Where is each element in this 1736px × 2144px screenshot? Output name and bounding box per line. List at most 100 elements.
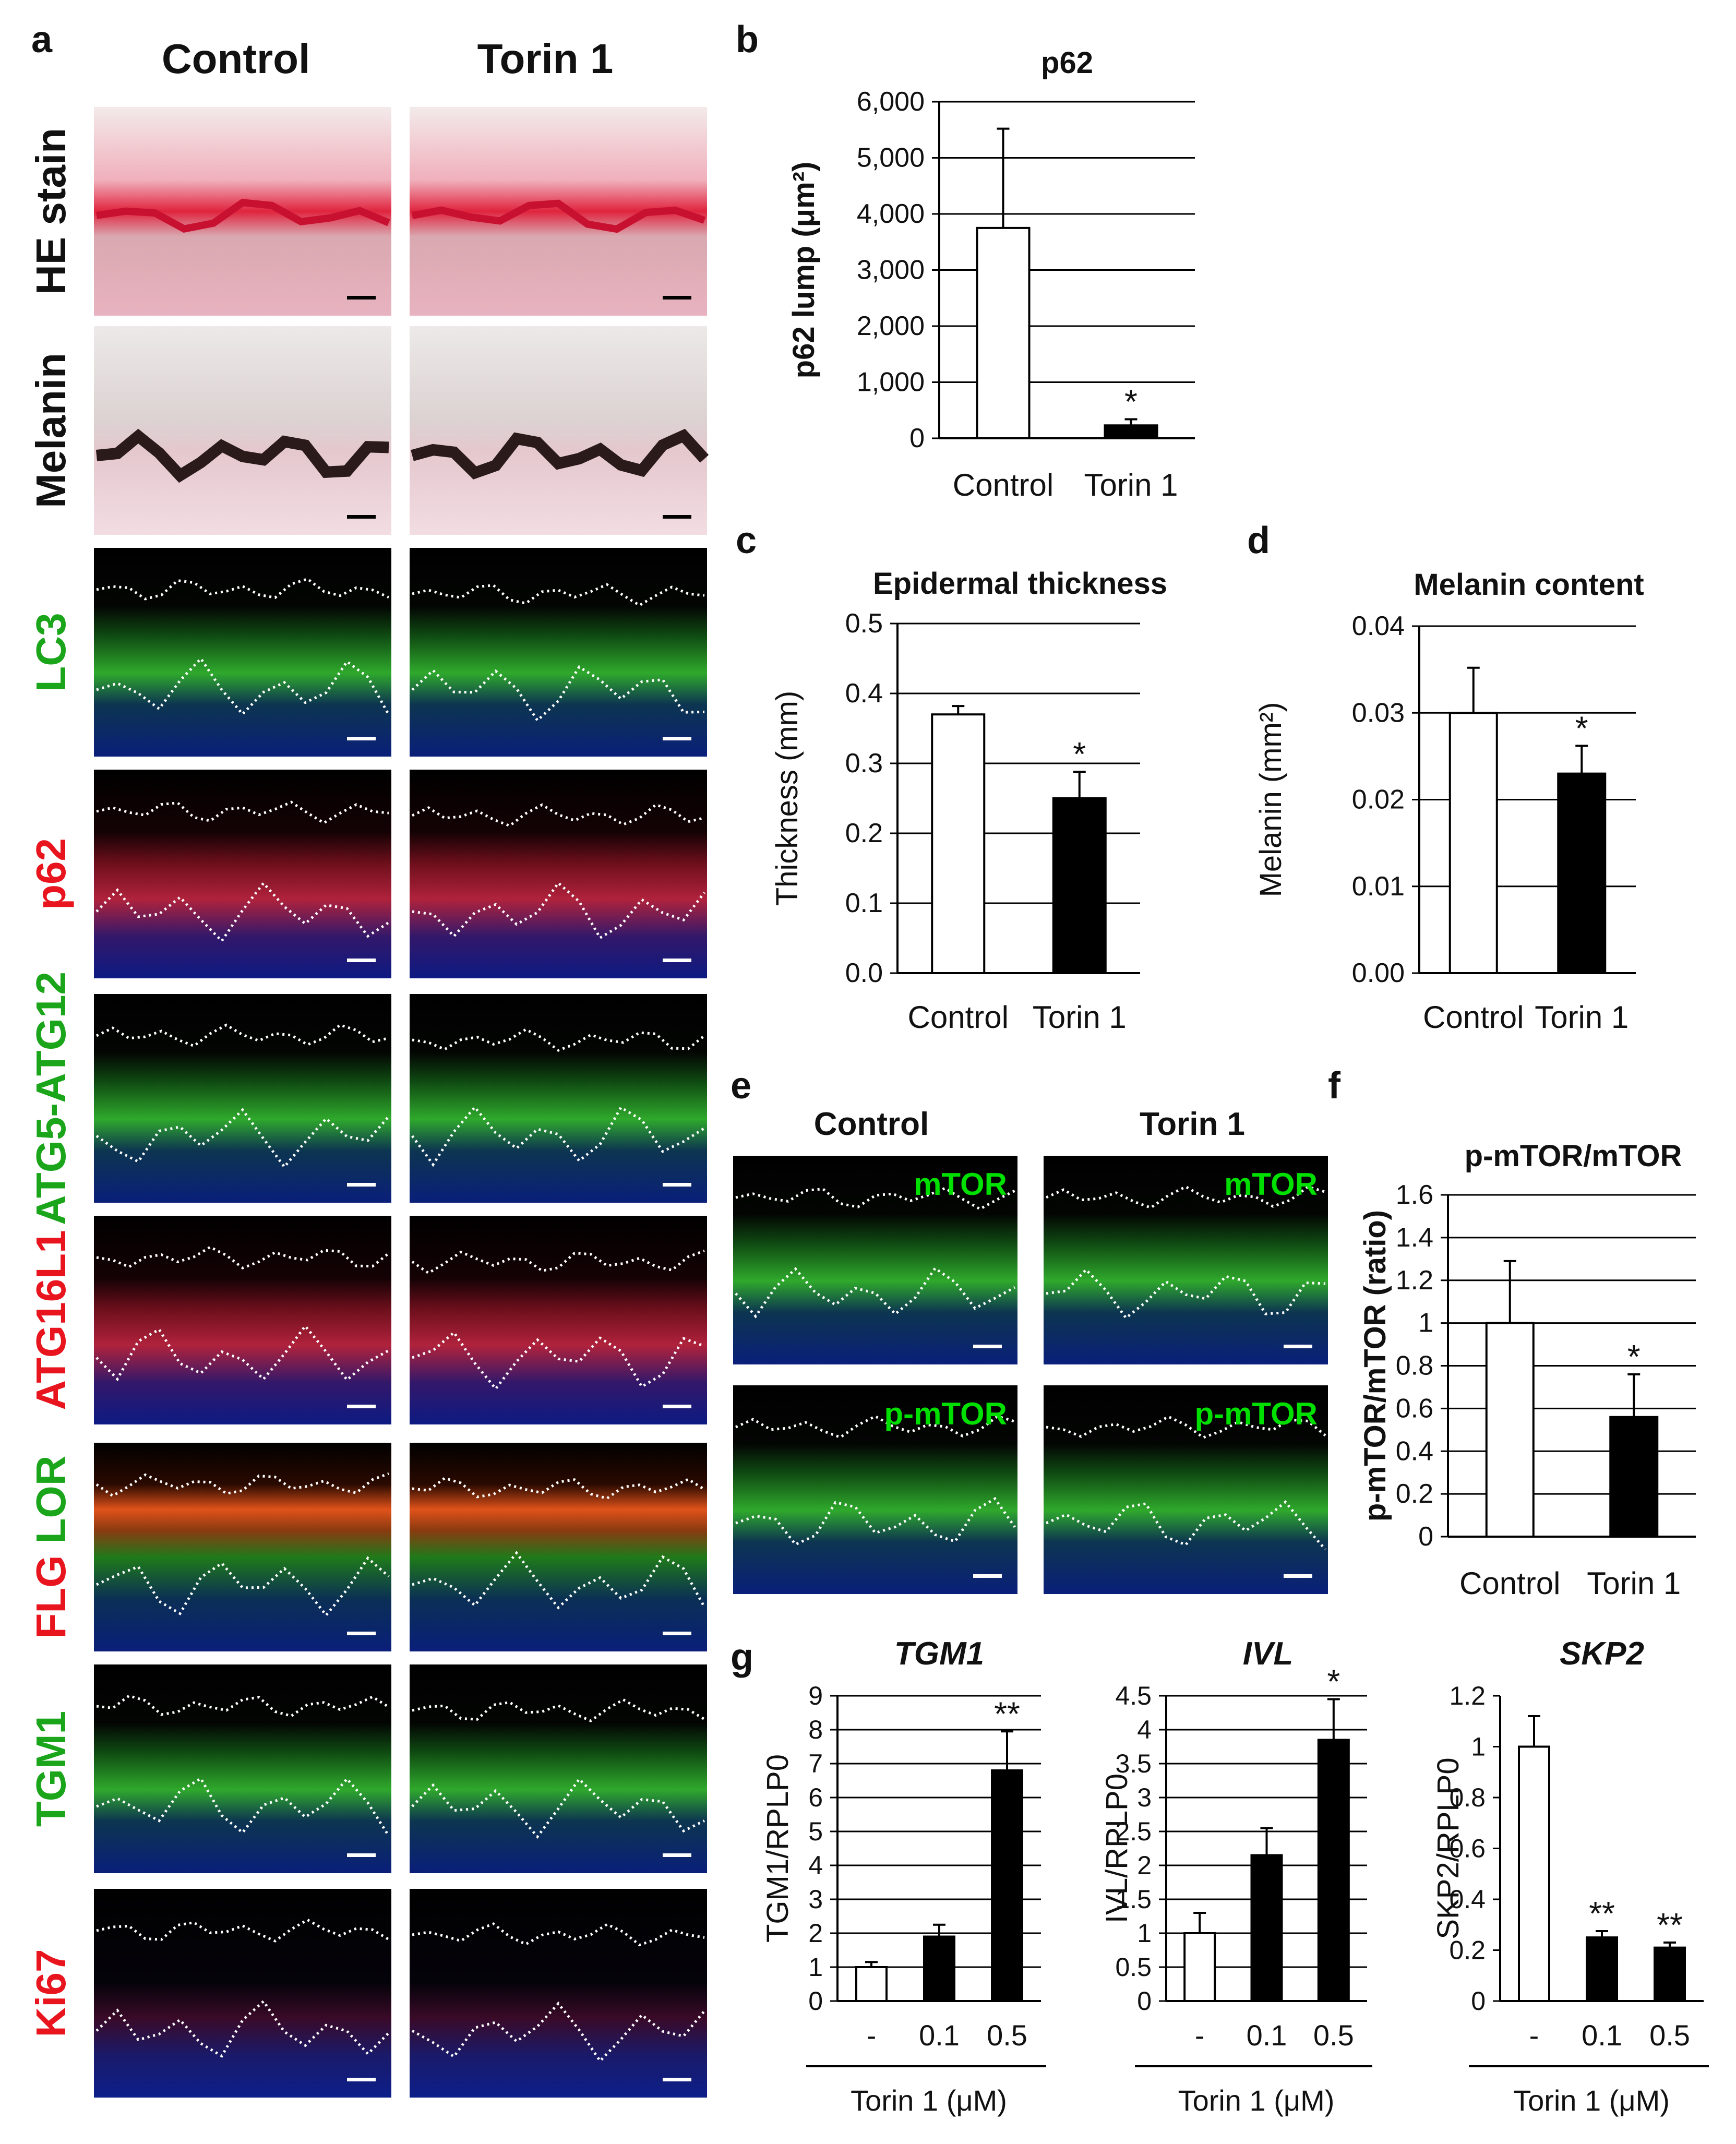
category-label: 0.5 [1649,2019,1690,2052]
chart-d: d Melanin content Melanin (mm²) 0.00 0.01 0.0… [1247,520,1644,1035]
x-axis-label: Torin 1 (μM) [1513,2084,1670,2117]
y-tick-label: 0 [909,423,925,453]
chart-title: Melanin content [1414,568,1644,602]
micrograph-tile [94,1443,391,1651]
significance-marker: * [1073,735,1086,773]
y-axis-label: p-mTOR/mTOR (ratio) [1358,1210,1392,1522]
panel-label: c [736,520,757,561]
chart-g3: SKP2 SKP2/RPLP0 0 0.2 0.4 0.6 0.8 1 1.2 - ** 0.1 ** 0… [1431,1636,1709,2117]
y-tick-label: 0.4 [1449,1885,1486,1914]
y-tick-label: 0 [1471,1986,1486,2016]
y-tick-label: 2 [1137,1851,1152,1880]
y-tick-label: 1.2 [1449,1681,1486,1710]
panel-a-row-label: LC3 [28,613,74,691]
panel-e-label: e [731,1065,751,1107]
chart-f: p-mTOR/mTOR p-mTOR/mTOR (ratio) 0 0.2 0.4 0.6… [1358,1139,1696,1601]
panel-a-row-label: p62 [28,838,74,910]
micrograph-tile [410,1664,707,1873]
panel-e-channel-label: mTOR [914,1167,1007,1202]
bar-Control [1448,712,1498,974]
panel-a-rows: HE stain Melanin LC3 p62 ATG5-ATG12 ATG16L1 FL… [28,107,709,2098]
micrograph-tile [94,1664,391,1873]
chart-title: Epidermal thickness [873,567,1167,601]
y-tick-label: 0.02 [1352,785,1405,815]
panel-a-row-label: FLG LOR [28,1455,74,1638]
panel-e-channel-label: p-mTOR [1194,1396,1318,1431]
chart-g1: TGM1 TGM1/RPLP0 0 1 2 3 4 5 6 7 8 9 - 0.1 ** 0.5 Torin 1… [761,1636,1046,2117]
category-label: 0.1 [1247,2019,1287,2052]
micrograph-tile [410,326,709,535]
category-label: - [1195,2019,1205,2052]
y-tick-label: 0.1 [845,888,883,918]
y-tick-label: 0.6 [1449,1834,1486,1863]
y-tick-label: 0 [1137,1986,1152,2016]
bar-- [1183,1932,1216,2002]
bar-0.1 [1250,1854,1283,2002]
y-tick-label: 0.0 [845,958,883,988]
bar-0.1 [1586,1936,1618,2002]
y-tick-label: 1.5 [1115,1885,1152,1914]
y-tick-label: 2 [808,1919,823,1948]
bar-Torin 1 [1052,797,1107,974]
bar-- [855,1966,888,2002]
micrograph-tile [410,107,707,316]
chart-title: SKP2 [1560,1636,1644,1672]
micrograph-tile [410,770,707,978]
y-tick-label: 0 [808,1986,823,2016]
bar-0.5 [1654,1946,1686,2002]
y-tick-label: 1 [1137,1919,1152,1948]
panel-e-header-control: Control [814,1106,929,1142]
x-axis-label: Torin 1 (μM) [851,2084,1007,2117]
y-tick-label: 3 [808,1885,823,1914]
y-tick-label: 0.2 [1449,1936,1486,1965]
panel-a-row-label: Melanin [28,353,74,508]
significance-marker: * [1327,1663,1340,1700]
y-tick-label: 0.01 [1352,871,1405,902]
panel-e-tile: mTOR [733,1156,1017,1364]
y-tick-label: 1 [1471,1732,1486,1762]
micrograph-tile [94,994,391,1203]
panel-e-tile: p-mTOR [733,1385,1017,1594]
y-tick-label: 4,000 [857,199,925,229]
significance-marker: ** [994,1695,1020,1732]
category-label: Torin 1 [1587,1566,1681,1601]
significance-marker: * [1575,709,1588,747]
bar-Torin 1 [1557,772,1607,974]
x-axis-label: Torin 1 (μM) [1178,2084,1335,2117]
chart-title: p-mTOR/mTOR [1465,1139,1682,1173]
y-tick-label: 6,000 [857,87,925,117]
y-tick-label: 1.4 [1396,1223,1433,1253]
category-label: 0.5 [987,2019,1027,2052]
y-tick-label: 0.5 [1115,1953,1152,1982]
panel-g-label: g [731,1636,753,1678]
category-label: Control [953,468,1053,502]
chart-b: b p62 p62 lump (μm²) 0 1,000 2,000 3,000 4,000 5… [736,19,1195,502]
y-tick-label: 1 [808,1953,823,1982]
chart-title: IVL [1243,1636,1293,1672]
panel-a-row-label-part: LOR [28,1455,74,1543]
panel-e-tiles: mTOR mTOR p-mTOR p-mTOR [733,1156,1328,1594]
micrograph-tile [94,548,391,757]
panel-a-row-label: ATG16L1 [28,1230,74,1410]
significance-marker: * [1124,382,1138,420]
y-tick-label: 0.03 [1352,698,1405,728]
panel-a-row-label: ATG5-ATG12 [28,972,74,1225]
micrograph-tile [94,1889,391,2098]
y-tick-label: 0.5 [845,608,883,639]
panel-a-row-label-part: FLG [28,1543,74,1638]
category-label: 0.1 [1582,2019,1622,2052]
micrograph-tile [410,1889,707,2098]
y-axis-label: Thickness (mm) [770,691,804,906]
y-tick-label: 0.6 [1396,1393,1433,1423]
y-tick-label: 1,000 [857,367,925,398]
y-tick-label: 0.2 [845,818,883,848]
category-label: Control [1459,1566,1560,1601]
y-tick-label: 9 [808,1681,823,1710]
panel-a-label: a [31,19,53,61]
y-tick-label: 5 [808,1817,823,1846]
y-tick-label: 0.3 [845,748,883,778]
micrograph-tile [94,326,391,535]
panel-e: e Control Torin 1 mTOR mTOR p-mTOR p-mTOR [731,1065,1328,1594]
chart-title: p62 [1041,46,1093,80]
panel-a-header-torin: Torin 1 [477,35,614,82]
